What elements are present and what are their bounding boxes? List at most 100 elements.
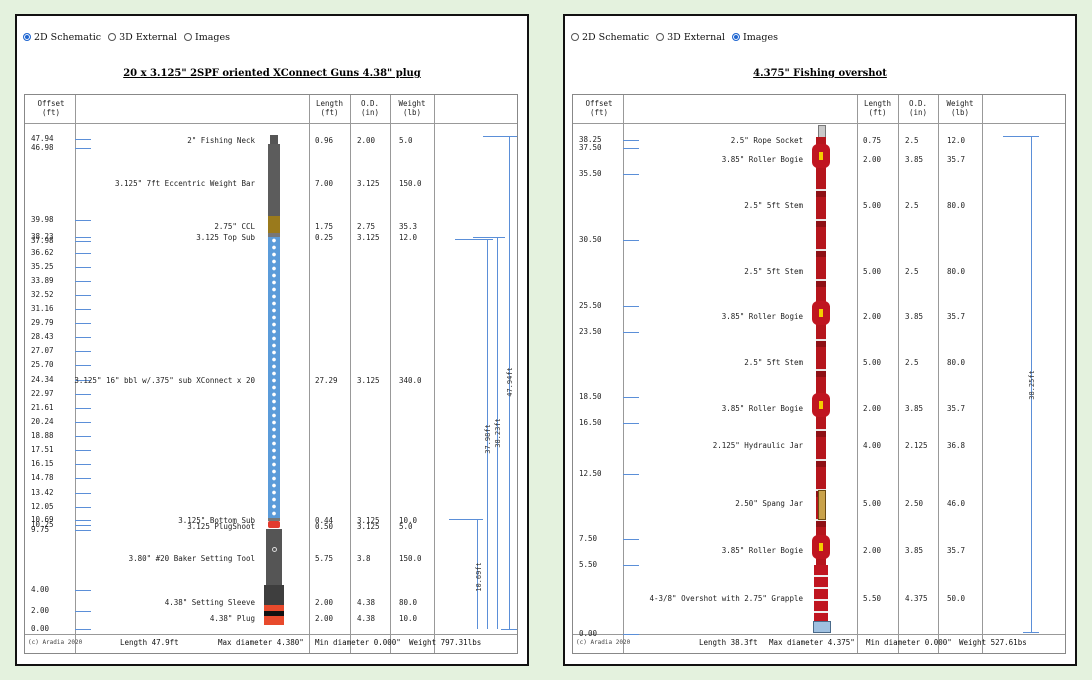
dim-label-10-69: 10.69ft [474, 562, 483, 592]
component-od: 2.75 [357, 222, 376, 231]
component-od: 2.00 [357, 136, 376, 145]
radio-3d-external[interactable]: 3D External [108, 32, 181, 43]
grapple [813, 621, 831, 633]
component-weight: 5.0 [399, 522, 413, 531]
max-diameter: Max diameter 4.380" [218, 638, 304, 647]
perforating-guns [268, 237, 280, 518]
toolstring-table: Offset (ft) Length (ft) O.D. (in) Weight (lb… [572, 94, 1066, 654]
radio-2d-schematic[interactable]: 2D Schematic [23, 32, 105, 43]
component-weight: 35.7 [947, 312, 966, 321]
offset-tick [75, 394, 91, 395]
header-offset: Offset (ft) [37, 99, 65, 117]
dim-line-10-69 [477, 519, 478, 629]
offset-label: 16.15 [31, 459, 54, 468]
offset-tick [623, 174, 639, 175]
component-name: 4.38" Setting Sleeve [164, 598, 255, 607]
offset-tick [75, 590, 91, 591]
dim-line-38-23 [497, 237, 498, 629]
component-weight: 80.0 [399, 598, 418, 607]
component-name: 3.85" Roller Bogie [721, 404, 803, 413]
max-diameter: Max diameter 4.375" [769, 638, 855, 647]
total-length: Length 38.3ft [699, 638, 758, 647]
offset-label: 12.50 [579, 469, 602, 478]
footer: (c) Aradia 2020 Length 38.3ft Max diamet… [573, 633, 1065, 653]
component-weight: 36.8 [947, 441, 966, 450]
offset-tick [75, 380, 91, 381]
view-mode-radios: 2D Schematic 3D External Images [23, 32, 234, 43]
component-od: 4.38 [357, 614, 376, 623]
offset-label: 21.61 [31, 403, 54, 412]
offset-label: 32.52 [31, 290, 54, 299]
component-weight: 35.7 [947, 546, 966, 555]
component-weight: 12.0 [947, 136, 966, 145]
component-od: 3.125 [357, 522, 380, 531]
offset-label: 16.50 [579, 418, 602, 427]
component-name: 3.125 Top Sub [196, 233, 255, 242]
setting-tool [266, 529, 282, 585]
radio-3d-external[interactable]: 3D External [656, 32, 729, 43]
offset-label: 5.50 [579, 560, 598, 569]
offset-tick [623, 474, 639, 475]
header-length: Length (ft) [863, 99, 892, 117]
component-weight: 35.3 [399, 222, 418, 231]
component-weight: 340.0 [399, 376, 422, 385]
component-length: 0.75 [863, 136, 882, 145]
roller-bogie-4-marker [819, 543, 823, 551]
component-od: 3.125 [357, 179, 380, 188]
component-length: 2.00 [315, 598, 334, 607]
offset-label: 17.51 [31, 445, 54, 454]
component-weight: 46.0 [947, 499, 966, 508]
component-length: 5.00 [863, 201, 882, 210]
component-name: 4.38" Plug [209, 614, 255, 623]
component-od: 3.125 [357, 233, 380, 242]
offset-tick [75, 295, 91, 296]
header-od: O.D. (in) [360, 99, 380, 117]
component-length: 5.00 [863, 267, 882, 276]
toolstring-title: 4.375" Fishing overshot [753, 68, 887, 79]
component-weight: 150.0 [399, 179, 422, 188]
roller-bogie-2-marker [819, 309, 823, 317]
component-od: 3.8 [357, 554, 371, 563]
radio-2d-schematic[interactable]: 2D Schematic [571, 32, 653, 43]
plug-band [264, 611, 284, 616]
offset-label: 18.88 [31, 431, 54, 440]
dim-line-38-25 [1031, 136, 1032, 633]
offset-label: 47.94 [31, 134, 54, 143]
offset-label: 28.43 [31, 332, 54, 341]
offset-label: 2.00 [31, 606, 50, 615]
offset-tick [75, 436, 91, 437]
component-weight: 50.0 [947, 594, 966, 603]
offset-tick [75, 408, 91, 409]
offset-tick [623, 634, 639, 635]
offset-label: 10.69 [31, 515, 54, 524]
component-od: 3.125 [357, 376, 380, 385]
toolstring-title: 20 x 3.125" 2SPF oriented XConnect Guns … [123, 68, 421, 79]
radio-images[interactable]: Images [183, 32, 234, 43]
component-name: 3.85" Roller Bogie [721, 155, 803, 164]
offset-tick [75, 450, 91, 451]
component-length: 2.00 [863, 404, 882, 413]
offset-tick [75, 220, 91, 221]
offset-label: 22.97 [31, 389, 54, 398]
dim-line-47 [509, 136, 510, 629]
component-length: 1.75 [315, 222, 334, 231]
roller-bogie-1-marker [819, 152, 823, 160]
component-name: 4-3/8" Overshot with 2.75" Grapple [649, 594, 803, 603]
component-name: 3.80" #20 Baker Setting Tool [128, 554, 255, 563]
offset-label: 35.50 [579, 169, 602, 178]
component-length: 0.96 [315, 136, 334, 145]
radio-images[interactable]: Images [731, 32, 782, 43]
offset-label: 27.07 [31, 346, 54, 355]
offset-tick [623, 565, 639, 566]
offset-tick [623, 423, 639, 424]
offset-label: 14.78 [31, 473, 54, 482]
component-length: 27.29 [315, 376, 338, 385]
component-length: 2.00 [863, 155, 882, 164]
header-weight: Weight (lb) [946, 99, 974, 117]
copyright: (c) Aradia 2020 [576, 639, 631, 646]
offset-label: 7.50 [579, 534, 598, 543]
component-name: 3.125" 16" bbl w/.375" sub XConnect x 20 [74, 376, 255, 385]
component-name: 2.75" CCL [214, 222, 255, 231]
offset-tick [623, 539, 639, 540]
offset-label: 35.25 [31, 262, 54, 271]
